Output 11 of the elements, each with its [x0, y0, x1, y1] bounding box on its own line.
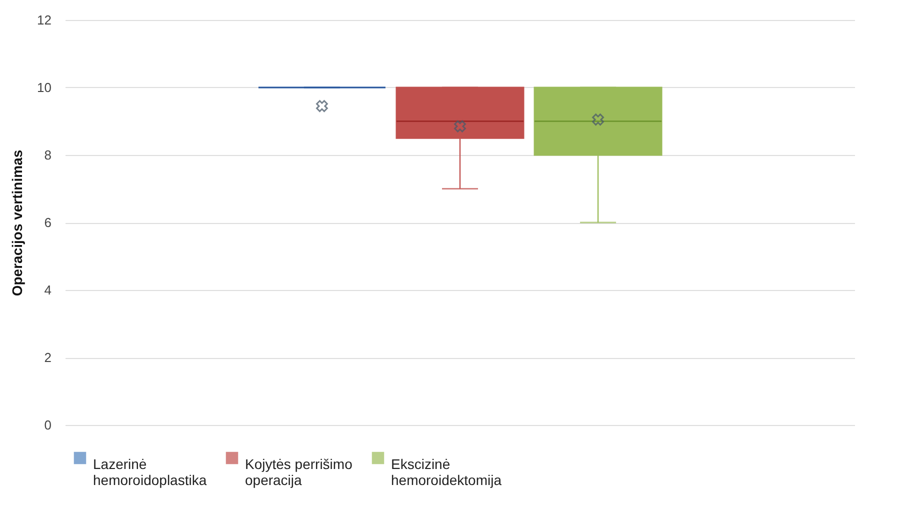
y-tick-label: 6 [44, 215, 52, 230]
y-tick-label: 8 [44, 148, 52, 162]
legend-label: Ekscizinė hemoroidektomija [391, 456, 502, 488]
y-tick-label: 12 [37, 12, 52, 28]
y-tick-label: 10 [37, 80, 52, 95]
legend-label: Lazerinė hemoroidoplastika [93, 456, 207, 488]
y-axis-title: Operacijos vertinimas [9, 150, 26, 296]
y-tick-label: 4 [44, 282, 52, 298]
legend-label: Kojytės perrišimo operacija [245, 456, 353, 488]
y-tick-label: 2 [44, 350, 52, 365]
y-tick-label: 0 [44, 418, 52, 432]
